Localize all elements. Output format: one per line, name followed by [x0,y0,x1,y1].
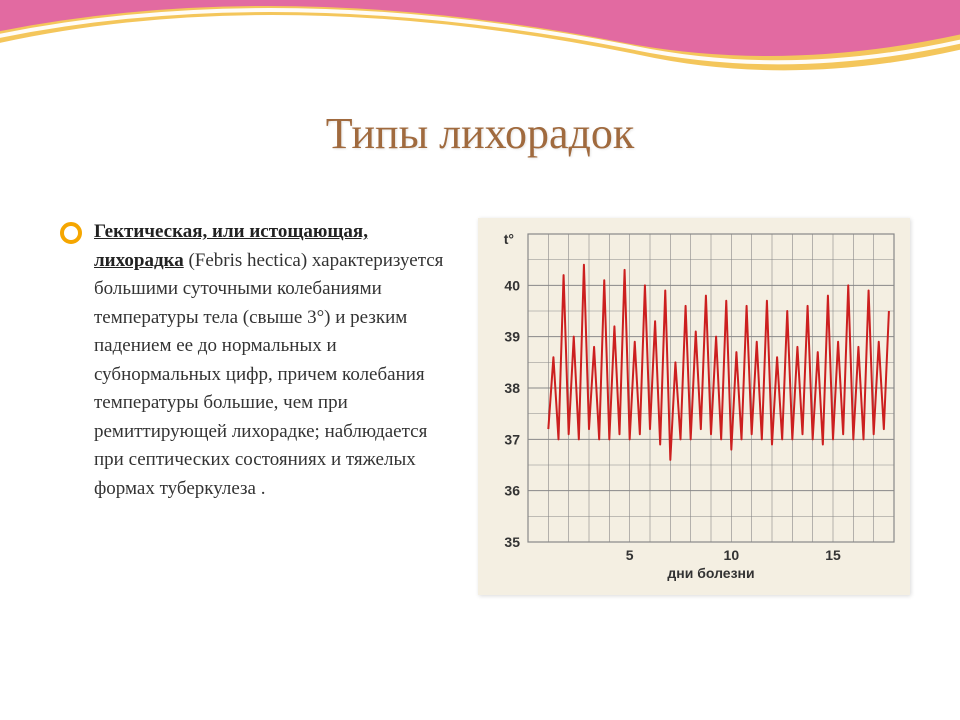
fever-chart: 35 36 37 38 39 40 t° 5 10 15 дни болезни [484,224,904,584]
svg-text:10: 10 [724,547,740,563]
svg-text:t°: t° [504,231,514,247]
svg-text:40: 40 [504,278,520,294]
chart-column: 35 36 37 38 39 40 t° 5 10 15 дни болезни [478,218,910,595]
body-text: Гектическая, или истощающая, лихорадка (… [94,218,458,503]
bullet-marker [60,222,82,244]
svg-text:36: 36 [504,483,520,499]
rest-phrase: (Febris hectica) характеризуется большим… [94,250,443,499]
svg-text:38: 38 [504,380,520,396]
svg-text:35: 35 [504,534,520,550]
bullet-item: Гектическая, или истощающая, лихорадка (… [60,218,458,503]
svg-text:39: 39 [504,329,520,345]
svg-text:5: 5 [626,547,634,563]
slide-swoosh-decoration [0,0,960,120]
svg-text:дни болезни: дни болезни [667,565,754,581]
svg-text:37: 37 [504,432,520,448]
slide-content: Гектическая, или истощающая, лихорадка (… [0,188,960,595]
text-column: Гектическая, или истощающая, лихорадка (… [60,218,478,503]
svg-text:15: 15 [825,547,841,563]
chart-frame: 35 36 37 38 39 40 t° 5 10 15 дни болезни [478,218,910,595]
slide-title: Типы лихорадок [0,108,960,159]
